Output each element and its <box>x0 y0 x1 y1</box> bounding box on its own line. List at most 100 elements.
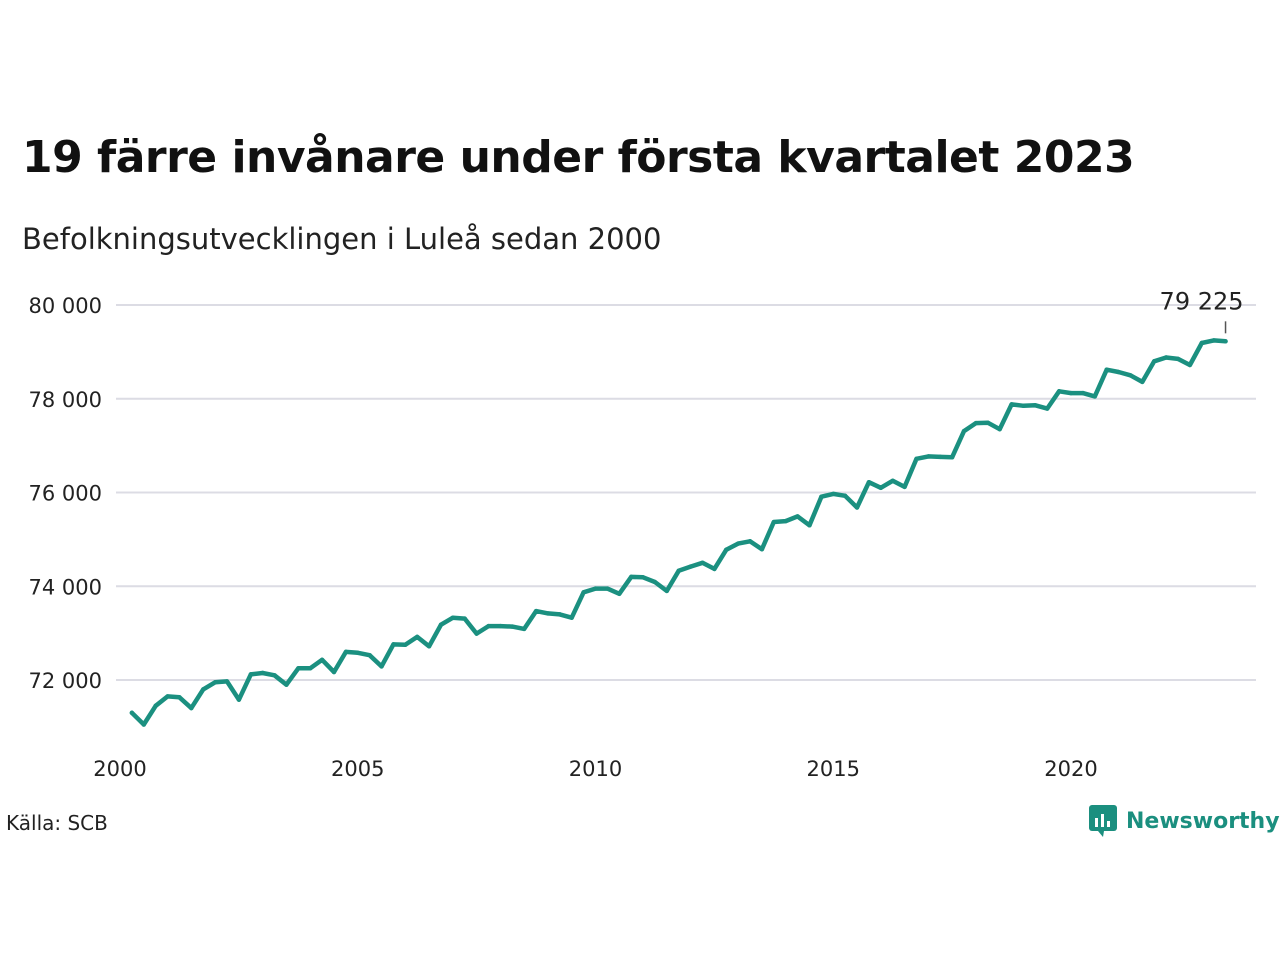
data-point <box>807 523 812 528</box>
data-point <box>367 652 372 658</box>
data-point <box>414 634 420 640</box>
data-point <box>510 624 515 629</box>
data-point <box>1045 406 1050 411</box>
data-point <box>1223 339 1228 344</box>
data-point <box>1009 402 1014 407</box>
data-point <box>308 666 313 671</box>
series-group <box>129 338 1228 727</box>
data-point <box>1033 403 1038 408</box>
data-point <box>1163 355 1169 360</box>
end-value-label: 79 225 <box>1160 287 1244 315</box>
data-point <box>129 710 135 716</box>
source-note: Källa: SCB <box>6 811 108 835</box>
data-point <box>260 670 265 676</box>
data-point <box>521 626 527 632</box>
data-point <box>177 695 182 700</box>
y-tick-label: 78 000 <box>29 388 102 412</box>
brand-name: Newsworthy <box>1126 808 1280 834</box>
data-point <box>462 616 467 621</box>
y-axis-ticks: 72 000 74 000 76 000 78 000 80 000 <box>29 294 102 693</box>
data-point <box>153 703 158 708</box>
newsworthy-logo-icon <box>1089 805 1117 837</box>
data-point <box>331 669 337 675</box>
data-point <box>664 588 670 594</box>
data-point <box>1021 403 1026 408</box>
data-point <box>961 428 967 434</box>
x-tick-label: 2020 <box>1044 757 1097 781</box>
data-point <box>1211 338 1216 343</box>
data-point <box>735 541 741 546</box>
data-point <box>474 631 479 636</box>
data-point <box>450 615 456 620</box>
y-tick-label: 72 000 <box>29 669 102 693</box>
x-tick-label: 2015 <box>807 757 860 781</box>
data-point <box>379 664 384 669</box>
data-point <box>1175 356 1181 362</box>
data-point <box>403 642 408 648</box>
data-point <box>759 547 765 552</box>
data-point <box>724 547 729 552</box>
data-point <box>1199 340 1204 346</box>
x-tick-label: 2000 <box>93 757 146 781</box>
data-point <box>201 687 206 692</box>
data-point <box>1056 389 1062 394</box>
x-axis-ticks: 2000 2005 2010 2015 2020 <box>93 757 1097 781</box>
data-point <box>296 666 301 671</box>
data-point <box>1116 369 1121 375</box>
data-point <box>545 611 551 616</box>
data-point <box>557 612 563 617</box>
data-point <box>1092 394 1097 399</box>
data-point <box>640 575 646 580</box>
data-point <box>212 680 218 685</box>
data-point <box>581 590 586 595</box>
data-point <box>1080 390 1086 396</box>
data-point <box>617 591 622 596</box>
x-tick-label: 2005 <box>331 757 384 781</box>
data-point <box>831 491 836 497</box>
data-point <box>141 722 146 727</box>
data-point <box>391 642 396 647</box>
data-point <box>1140 379 1145 385</box>
end-marker: 79 225 <box>1160 287 1244 334</box>
data-point <box>498 623 503 629</box>
data-point <box>284 682 289 687</box>
data-point <box>795 514 800 519</box>
data-point <box>1128 373 1133 378</box>
data-point <box>1068 390 1074 396</box>
data-point <box>747 539 753 544</box>
data-point <box>902 484 907 490</box>
data-point <box>688 564 693 569</box>
data-point <box>985 420 990 425</box>
data-point <box>712 566 717 572</box>
y-tick-label: 74 000 <box>29 575 102 599</box>
data-point <box>1104 367 1109 372</box>
data-point <box>593 586 598 591</box>
data-point <box>652 579 658 585</box>
brand-logo: Newsworthy <box>1088 804 1280 838</box>
data-point <box>771 519 777 525</box>
data-point <box>426 644 432 649</box>
y-tick-label: 76 000 <box>29 482 102 506</box>
data-point <box>236 697 242 702</box>
data-point <box>700 560 705 566</box>
x-tick-label: 2010 <box>569 757 622 781</box>
data-point <box>355 650 360 656</box>
data-point <box>438 622 444 627</box>
data-point <box>819 494 824 499</box>
gridlines <box>116 304 1256 681</box>
data-point <box>272 673 277 678</box>
data-point <box>842 493 848 498</box>
data-point <box>224 679 230 684</box>
data-point <box>914 456 919 461</box>
data-point <box>890 478 895 483</box>
y-tick-label: 80 000 <box>29 294 102 318</box>
data-point <box>165 694 170 699</box>
data-point <box>189 705 194 711</box>
data-point <box>628 574 634 580</box>
data-point <box>319 657 325 663</box>
chart-subtitle: Befolkningsutvecklingen i Luleå sedan 20… <box>22 222 662 256</box>
chart-title: 19 färre invånare under första kvartalet… <box>22 132 1135 183</box>
data-point <box>997 427 1002 432</box>
data-point <box>486 623 491 629</box>
